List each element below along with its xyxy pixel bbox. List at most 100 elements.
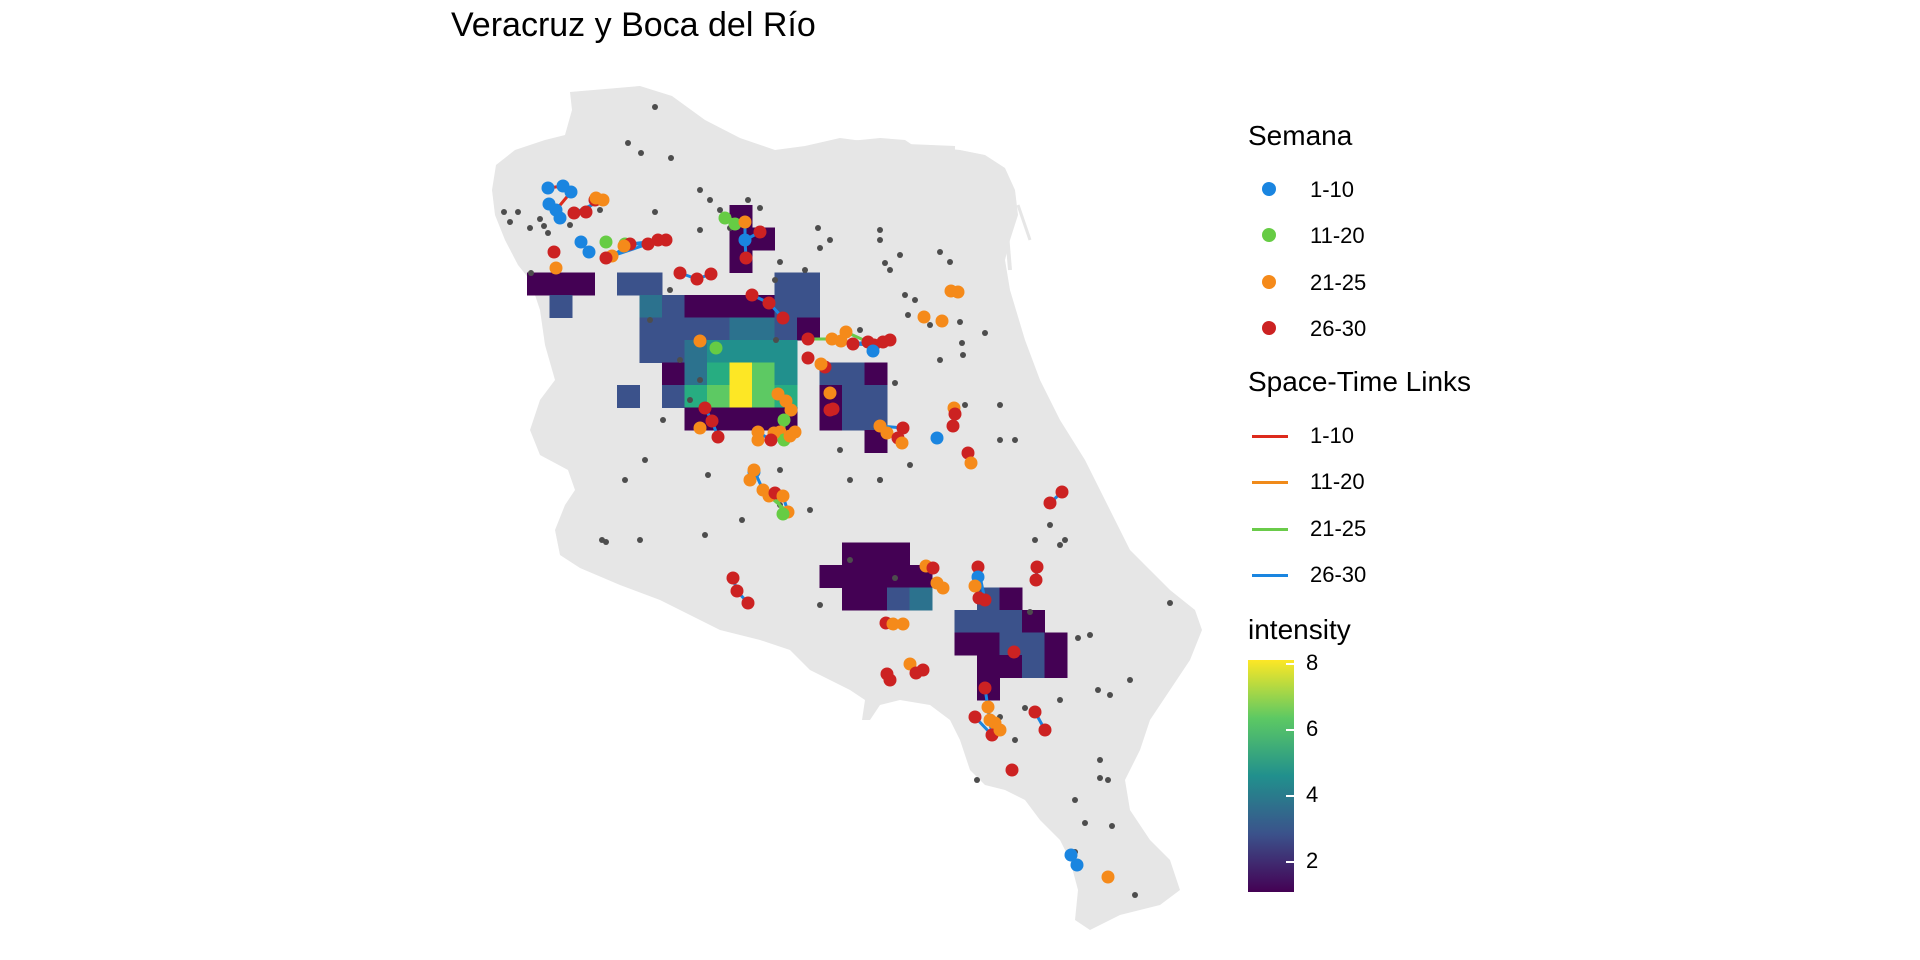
pier-2 [1016,204,1032,241]
case-point [753,225,767,239]
intensity-cell [887,565,910,588]
intensity-cell [684,295,708,318]
legend-semana-dot-3 [1262,275,1276,289]
sample-point [1047,522,1053,528]
case-point [617,239,631,253]
sample-point [877,237,883,243]
case-point [728,217,742,231]
intensity-cell [684,362,708,386]
intensity-cell [662,295,685,318]
case-point [784,403,798,417]
legend-semana-title: Semana [1248,120,1353,151]
intensity-cell [864,565,888,588]
case-point [948,407,962,421]
intensity-cell [842,362,865,386]
intensity-cell [977,655,1000,678]
colorbar-label-6: 6 [1306,716,1319,741]
case-point [743,473,757,487]
intensity-cell [842,407,865,431]
colorbar-tick-6 [1286,729,1294,731]
sample-point [1022,705,1028,711]
intensity-cell [572,272,595,296]
sample-point [907,462,913,468]
sample-point [642,457,648,463]
legend-link-line-4 [1252,574,1288,577]
intensity-cell [1044,655,1068,678]
sample-point [567,222,573,228]
sample-point [537,216,543,222]
colorbar-label-4: 4 [1306,782,1319,807]
case-point [788,425,802,439]
sample-point [974,777,980,783]
case-point [846,337,860,351]
colorbar-label-2: 2 [1306,848,1319,873]
case-point [968,579,982,593]
intensity-cell [617,385,640,408]
case-point [777,413,791,427]
case-points [541,179,1115,884]
legend-link-line-3 [1252,528,1288,531]
case-point [693,334,707,348]
case-point [542,197,556,211]
case-point [574,235,588,249]
case-point [582,245,596,259]
sample-point [687,397,693,403]
case-point [993,723,1007,737]
sample-point [745,197,751,203]
sample-point [1027,609,1033,615]
intensity-cell [842,587,865,611]
intensity-cell [549,295,573,318]
intensity-cell [797,272,820,296]
legend-link-label-1: 1-10 [1310,423,1355,448]
case-point [1064,848,1078,862]
case-point [917,310,931,324]
sample-point [877,477,883,483]
case-point [896,617,910,631]
intensity-cell [887,542,910,566]
sample-point [837,447,843,453]
legend-link-line-1 [1252,435,1288,438]
sample-point [887,267,893,273]
sample-point [622,477,628,483]
case-point [745,288,759,302]
sample-point [997,402,1003,408]
legend-semana-label-1: 1-10 [1310,177,1355,202]
case-point [693,421,707,435]
case-point [738,233,752,247]
intensity-cell [752,317,775,341]
intensity-cell [639,272,663,296]
sample-point [705,472,711,478]
intensity-cell [662,317,685,341]
case-point [553,211,567,225]
case-point [916,663,930,677]
case-point [839,325,853,339]
intensity-cell [707,385,730,408]
sample-point [637,537,643,543]
sample-point [1075,635,1081,641]
case-point [951,285,965,299]
intensity-cell [864,587,888,611]
sample-point [927,322,933,328]
case-point [751,433,765,447]
sample-point [960,352,966,358]
legend-semana-label-4: 26-30 [1310,316,1367,341]
intensity-cell [954,610,978,633]
map-title: Veracruz y Boca del Río [451,6,816,44]
sample-point [947,259,953,265]
sample-point [667,287,673,293]
sample-point [959,340,965,346]
sample-point [902,292,908,298]
sample-point [545,230,551,236]
intensity-cell [707,362,730,386]
intensity-cell [752,362,775,386]
case-point [964,456,978,470]
sample-point [757,205,763,211]
legend-link-label-3: 21-25 [1310,516,1367,541]
legend-semana-dot-2 [1262,228,1276,242]
sample-point [1012,437,1018,443]
sample-point [1097,757,1103,763]
case-point [711,430,725,444]
case-point [549,261,563,275]
case-point [747,463,761,477]
